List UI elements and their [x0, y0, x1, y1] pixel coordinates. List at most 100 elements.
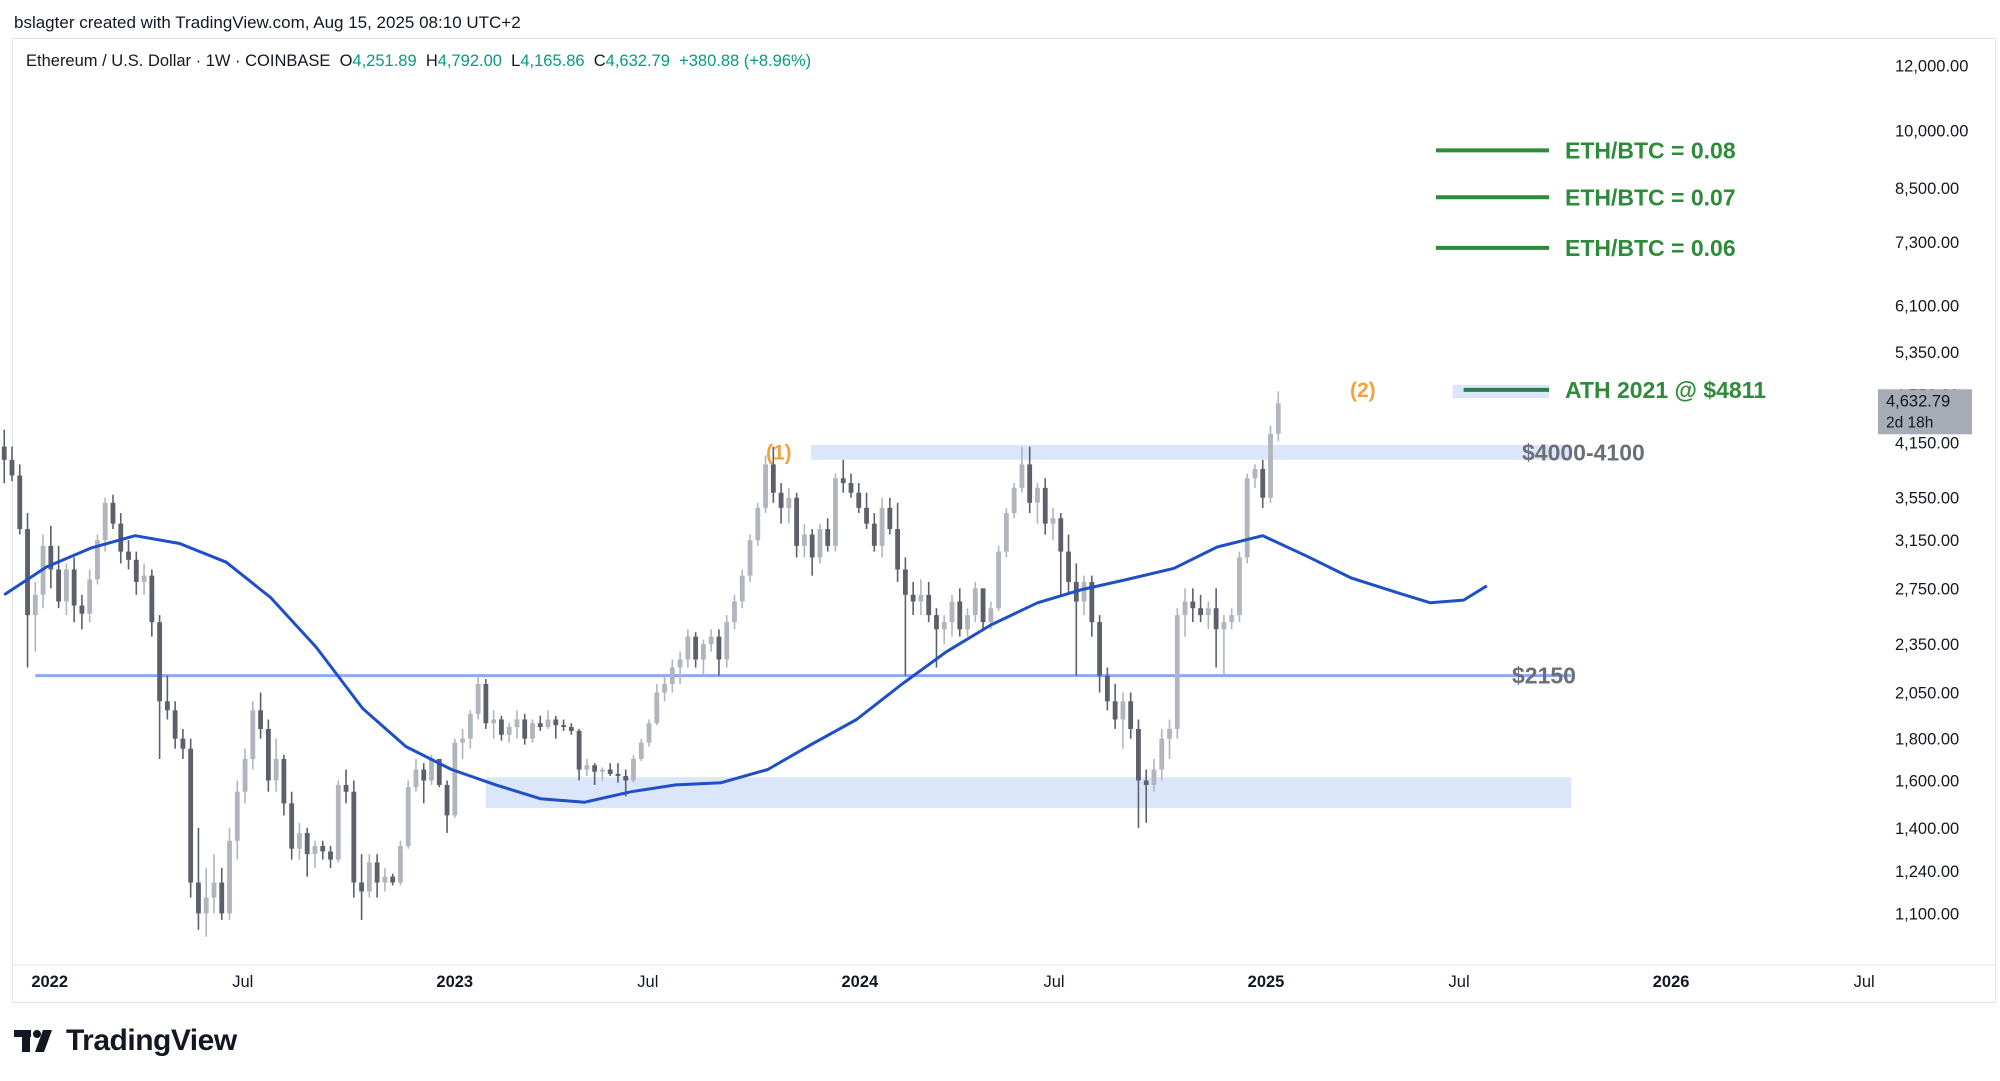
- candle-body: [755, 507, 761, 541]
- price-tick-label: 10,000.00: [1895, 122, 1968, 140]
- candle-body: [988, 608, 994, 623]
- candle-body: [1089, 581, 1095, 623]
- candle-body: [809, 534, 815, 558]
- legend-open-label: O: [339, 52, 353, 70]
- chart-frame[interactable]: [12, 38, 1996, 1003]
- candle-body: [522, 719, 528, 739]
- annotation-eth-btc-008: ETH/BTC = 0.08: [1565, 137, 1736, 163]
- candle-body: [351, 791, 357, 883]
- current-price-label: 4,632.79: [1886, 392, 1950, 410]
- price-tick-label: 1,800.00: [1895, 731, 1959, 749]
- candles-group: [1, 391, 1281, 937]
- candle-body: [895, 529, 901, 570]
- candle-body: [1097, 622, 1103, 676]
- time-tick-label: Jul: [232, 973, 253, 991]
- candle-body: [444, 784, 450, 816]
- candle-body: [95, 540, 100, 580]
- candle-body: [320, 846, 326, 852]
- candle-body: [1198, 608, 1204, 616]
- time-tick-label: 2026: [1653, 973, 1690, 991]
- annotation-eth-btc-007: ETH/BTC = 0.07: [1565, 184, 1736, 210]
- price-tick-label: 1,400.00: [1895, 820, 1959, 838]
- candle-body: [1019, 464, 1025, 488]
- price-tick-label: 12,000.00: [1895, 58, 1968, 76]
- candle-body: [856, 492, 862, 508]
- candle-body: [801, 534, 807, 546]
- candle-body: [677, 659, 683, 668]
- candle-body: [25, 529, 30, 616]
- annotation-marker-1: (1): [766, 442, 792, 465]
- candle-body: [211, 882, 217, 898]
- candle-body: [918, 594, 924, 602]
- annotation-support-2150: $2150: [1512, 663, 1576, 689]
- candle-body: [234, 791, 240, 841]
- candle-body: [297, 832, 302, 849]
- price-tick-label: 5,350.00: [1895, 344, 1959, 362]
- candle-body: [475, 683, 481, 714]
- candle-body: [374, 862, 380, 883]
- annotation-zone-4000-4100: $4000-4100: [1522, 440, 1645, 466]
- legend-low-label: L: [511, 52, 521, 70]
- moving-average-line: [3, 534, 1488, 804]
- candle-body: [996, 551, 1002, 609]
- legend-symbol: Ethereum / U.S. Dollar · 1W · COINBASE: [26, 52, 331, 70]
- candle-body: [553, 719, 559, 726]
- candle-body: [452, 742, 458, 816]
- candle-body: [242, 758, 248, 792]
- candle-body: [934, 615, 939, 630]
- candle-body: [180, 738, 186, 749]
- candle-body: [949, 601, 955, 623]
- candle-body: [79, 605, 85, 614]
- candle-body: [685, 636, 691, 660]
- candle-body: [965, 615, 970, 630]
- candle-body: [1229, 615, 1235, 623]
- candle-body: [110, 502, 116, 524]
- candle-body: [63, 569, 69, 602]
- legend-close-label: C: [593, 52, 606, 70]
- time-tick-label: Jul: [1449, 973, 1470, 991]
- legend-close-value: 4,632.79: [605, 52, 670, 70]
- candle-body: [514, 719, 520, 728]
- candle-body: [118, 523, 124, 552]
- candle-body: [817, 529, 823, 558]
- candle-body: [638, 742, 644, 759]
- candle-body: [957, 601, 963, 630]
- candle-body: [1120, 701, 1126, 720]
- candle-body: [328, 851, 333, 860]
- price-tick-label: 7,300.00: [1895, 234, 1959, 252]
- candle-body: [149, 575, 155, 623]
- candle-body: [17, 475, 23, 530]
- candle-body: [615, 773, 621, 777]
- candle-body: [825, 529, 831, 546]
- candle-body: [732, 601, 737, 623]
- candle-body: [1066, 551, 1071, 582]
- price-tick-label: 2,750.00: [1895, 580, 1959, 598]
- tradingview-logo[interactable]: TradingView: [14, 1024, 237, 1058]
- candle-body: [196, 882, 201, 914]
- candle-body: [460, 738, 465, 743]
- candle-body: [864, 507, 869, 524]
- candle-body: [724, 622, 730, 660]
- candle-body: [1268, 433, 1273, 498]
- candle-body: [390, 876, 396, 883]
- candle-body: [141, 575, 147, 582]
- candle-body: [467, 713, 473, 739]
- candle-body: [1136, 728, 1141, 781]
- time-tick-label: 2025: [1248, 973, 1285, 991]
- price-tick-label: 1,240.00: [1895, 863, 1959, 881]
- candle-body: [887, 507, 893, 530]
- candle-body: [747, 540, 753, 576]
- candle-body: [700, 644, 706, 660]
- candle-body: [9, 459, 15, 476]
- candle-body: [1, 446, 7, 460]
- candle-body: [335, 784, 341, 860]
- candle-body: [258, 710, 264, 729]
- candle-body: [133, 559, 139, 582]
- candle-body: [1143, 780, 1149, 785]
- candle-body: [1182, 601, 1188, 616]
- candle-body: [654, 692, 660, 724]
- candle-body: [1213, 608, 1219, 630]
- candle-body: [1104, 675, 1110, 702]
- time-tick-label: 2022: [31, 973, 68, 991]
